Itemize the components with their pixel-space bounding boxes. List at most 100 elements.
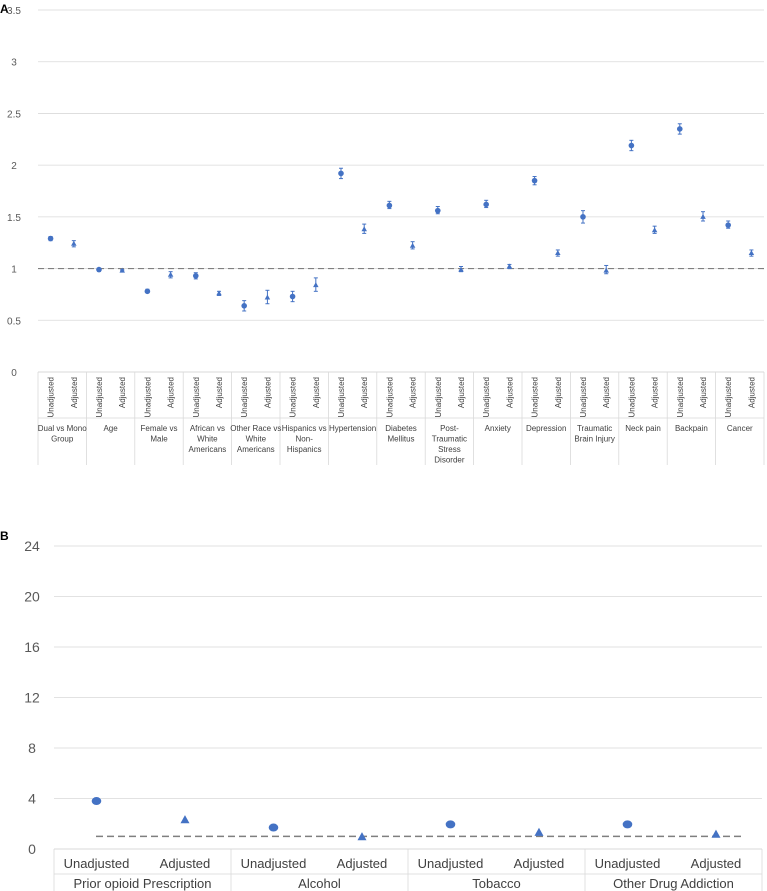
x-sub-label-a: Adjusted (263, 377, 272, 408)
x-group-label-a: Other Race vs (230, 424, 281, 433)
x-group-label-a: Female vs (141, 424, 178, 433)
point-unadjusted-b (622, 820, 633, 829)
x-sub-label-b: Unadjusted (241, 856, 307, 871)
x-group-label-a: Americans (189, 445, 227, 454)
point-adjusted-a (264, 294, 271, 300)
point-adjusted-a (71, 240, 77, 246)
point-adjusted-a (313, 282, 319, 288)
x-sub-label-a: Adjusted (70, 377, 79, 408)
point-adjusted-a (700, 213, 706, 219)
x-sub-label-a: Adjusted (118, 377, 127, 408)
x-sub-label-a: Adjusted (215, 377, 224, 408)
point-adjusted-b (180, 815, 190, 824)
x-group-label-a: Traumatic (577, 424, 612, 433)
point-unadjusted-a (144, 288, 151, 295)
x-sub-label-b: Unadjusted (418, 856, 484, 871)
x-sub-label-a: Adjusted (554, 377, 563, 408)
chart-panel-a: 0 0.5 1 1.5 2 2.5 3 3.5 Unadjusted Adjusted Dual v… (7, 6, 765, 465)
x-group-label-a: Depression (526, 424, 566, 433)
y-tick-label-b: 12 (24, 690, 40, 706)
point-adjusted-a (216, 290, 222, 296)
y-tick-label-b: 20 (24, 589, 40, 605)
x-group-label-a: Neck pain (625, 424, 661, 433)
panel-label-a: A (0, 2, 9, 16)
y-tick-label-b: 16 (24, 639, 40, 655)
y-tick-label-a: 3.5 (7, 6, 21, 17)
x-sub-label-a: Unadjusted (676, 377, 685, 417)
x-group-label-a: Male (150, 435, 168, 444)
x-group-label-a: Age (103, 424, 118, 433)
point-unadjusted-b (91, 797, 102, 806)
x-sub-label-a: Unadjusted (434, 377, 443, 417)
x-group-label-b: Other Drug Addiction (613, 876, 734, 891)
x-group-label-a: Brain Injury (574, 435, 614, 444)
x-sub-label-a: Unadjusted (482, 377, 491, 417)
x-sub-label-b: Unadjusted (595, 856, 661, 871)
y-tick-label-a: 0.5 (7, 316, 21, 327)
x-sub-label-a: Adjusted (457, 377, 466, 408)
y-tick-label-b: 0 (28, 841, 36, 857)
point-adjusted-a (167, 271, 174, 277)
x-group-label-a: Hypertension (329, 424, 376, 433)
x-group-label-a: Cancer (727, 424, 753, 433)
x-sub-label-b: Adjusted (337, 856, 388, 871)
x-sub-label-b: Adjusted (691, 856, 742, 871)
x-group-label-a: Anxiety (485, 424, 511, 433)
point-unadjusted-a (338, 170, 344, 177)
point-unadjusted-b (268, 823, 279, 832)
x-sub-label-a: Unadjusted (385, 377, 394, 417)
point-unadjusted-a (531, 177, 538, 184)
x-sub-label-b: Unadjusted (64, 856, 130, 871)
x-group-label-a: Traumatic (432, 435, 467, 444)
y-tick-label-a: 3 (11, 58, 17, 69)
y-tick-label-b: 8 (28, 740, 36, 756)
point-unadjusted-a (47, 235, 54, 242)
x-sub-label-a: Unadjusted (95, 377, 104, 417)
x-group-label-a: Disorder (434, 456, 465, 465)
point-unadjusted-a (580, 214, 586, 220)
x-group-label-a: Post- (440, 424, 459, 433)
x-group-label-a: Mellitus (387, 435, 414, 444)
point-adjusted-a (119, 267, 125, 273)
x-group-label-a: Stress (438, 445, 461, 454)
point-unadjusted-a (192, 273, 199, 279)
point-adjusted-a (361, 226, 367, 232)
point-unadjusted-a (628, 142, 635, 149)
x-sub-label-a: Adjusted (360, 377, 369, 408)
x-group-label-a: Diabetes (385, 424, 417, 433)
x-sub-label-a: Adjusted (312, 377, 321, 408)
point-adjusted-a (555, 250, 561, 256)
x-sub-label-a: Unadjusted (143, 377, 152, 417)
y-tick-label-a: 2.5 (7, 109, 21, 120)
x-sub-label-b: Adjusted (160, 856, 211, 871)
point-adjusted-a (409, 242, 416, 248)
point-adjusted-a (651, 227, 658, 233)
point-adjusted-a (458, 266, 464, 272)
x-sub-label-a: Adjusted (167, 377, 176, 408)
point-unadjusted-a (676, 126, 683, 132)
point-unadjusted-a (289, 293, 296, 300)
x-sub-label-a: Unadjusted (240, 377, 249, 417)
x-sub-label-a: Unadjusted (531, 377, 540, 417)
x-sub-label-a: Unadjusted (289, 377, 298, 417)
x-sub-label-a: Adjusted (505, 377, 514, 408)
point-unadjusted-a (96, 266, 102, 273)
y-tick-label-b: 4 (28, 791, 36, 807)
x-sub-label-b: Adjusted (514, 856, 565, 871)
point-unadjusted-a (483, 201, 489, 208)
x-sub-label-a: Unadjusted (724, 377, 733, 417)
x-group-label-b: Alcohol (298, 876, 341, 891)
x-sub-label-a: Unadjusted (192, 377, 201, 417)
point-unadjusted-a (725, 222, 731, 228)
point-adjusted-b (357, 832, 367, 841)
chart-panel-b: 0 4 8 12 16 20 24 Unadjusted Adjusted Prior opioi… (24, 538, 763, 891)
x-group-label-a: Non- (296, 435, 314, 444)
x-sub-label-a: Unadjusted (579, 377, 588, 417)
x-group-label-a: Americans (237, 445, 275, 454)
x-group-label-a: African vs (190, 424, 225, 433)
x-sub-label-a: Adjusted (699, 377, 708, 408)
x-group-label-a: Dual vs Mono (38, 424, 87, 433)
x-group-label-a: White (246, 435, 267, 444)
y-tick-label-a: 0 (11, 368, 17, 379)
